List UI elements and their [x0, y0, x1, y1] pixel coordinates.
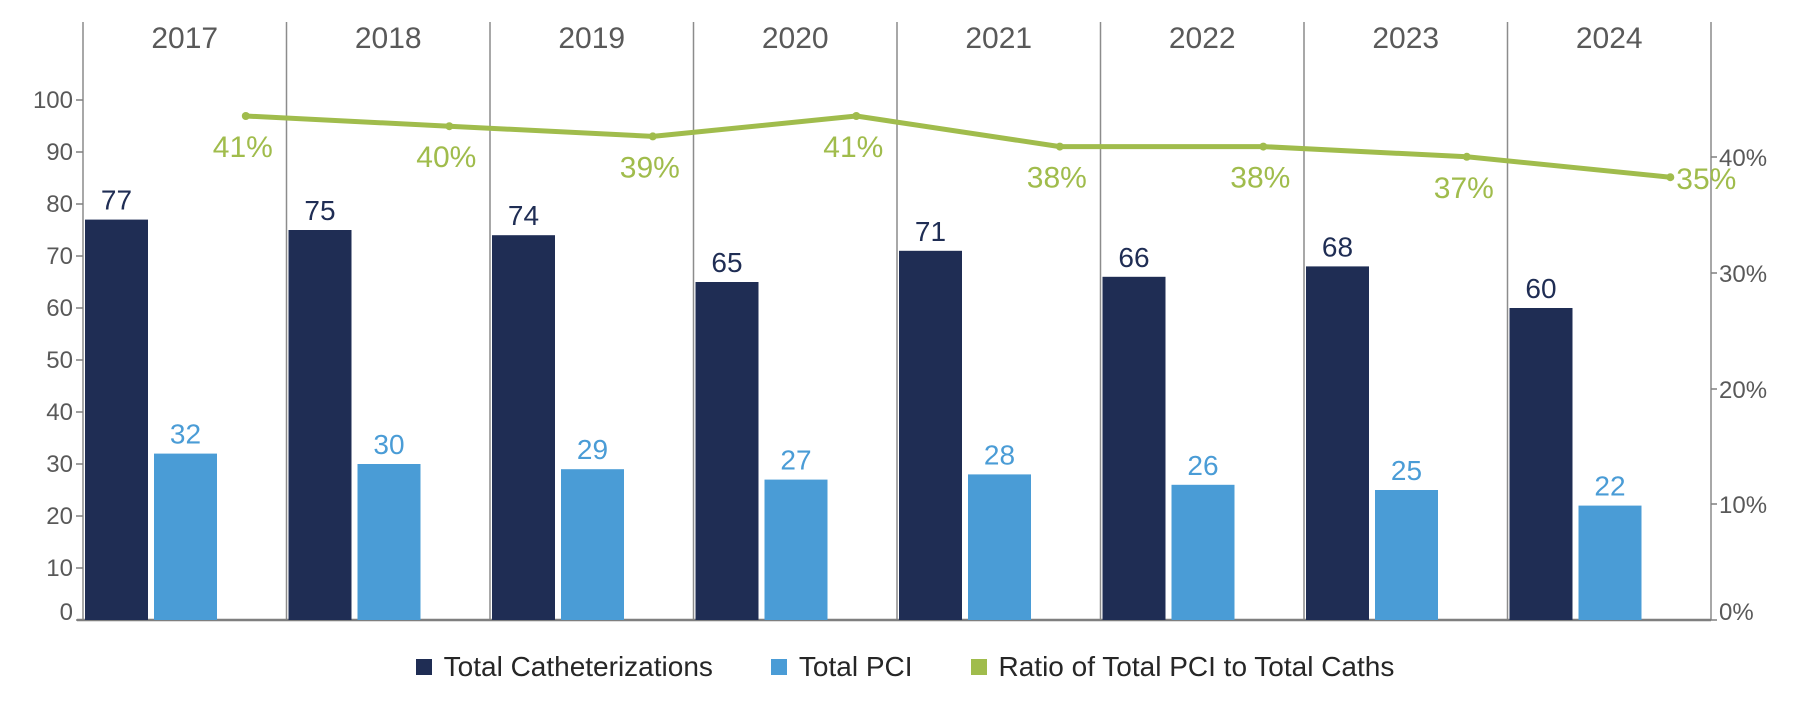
data-label-ratio: 41% [823, 131, 883, 164]
right-axis-tick-label: 10% [1719, 492, 1767, 519]
data-label-ratio: 38% [1230, 162, 1290, 195]
data-label-total-catheterizations: 68 [1322, 231, 1353, 262]
data-label-total-catheterizations: 74 [508, 200, 539, 231]
data-label-total-pci: 28 [984, 439, 1015, 470]
ratio-line [245, 113, 1671, 180]
data-label-total-catheterizations: 66 [1118, 242, 1149, 273]
bar-total-catheterizations [85, 219, 148, 620]
right-axis-tick-label: 30% [1719, 261, 1767, 288]
data-label-total-pci: 22 [1594, 471, 1625, 502]
ratio-point [1666, 173, 1675, 182]
data-label-ratio: 40% [416, 141, 476, 174]
chart-legend: Total Catheterizations Total PCI Ratio o… [0, 651, 1810, 683]
left-axis-tick-label: 20 [46, 503, 73, 530]
data-label-ratio: 37% [1434, 172, 1494, 205]
data-label-total-pci: 25 [1391, 455, 1422, 486]
bar-total-catheterizations [492, 235, 555, 620]
data-label-ratio: 41% [213, 131, 273, 164]
ratio-point [1259, 142, 1268, 151]
right-axis-tick-label: 20% [1719, 377, 1767, 404]
left-axis-tick-label: 70 [46, 243, 73, 270]
legend-label-ratio: Ratio of Total PCI to Total Caths [998, 651, 1395, 682]
data-label-total-catheterizations: 77 [101, 185, 132, 216]
bar-total-pci [764, 479, 828, 620]
legend-item-catheterizations: Total Catheterizations [415, 651, 713, 683]
ratio-point [445, 122, 454, 131]
bar-total-catheterizations [695, 282, 759, 620]
data-label-ratio: 35% [1676, 163, 1736, 196]
bar-total-pci [154, 453, 217, 620]
left-axis-tick-label: 10 [46, 555, 73, 582]
data-label-total-catheterizations: 60 [1525, 273, 1556, 304]
data-label-total-pci: 32 [170, 419, 201, 450]
category-label: 2017 [151, 22, 218, 55]
left-axis-tick-label: 100 [33, 87, 73, 114]
category-label: 2018 [355, 22, 422, 55]
right-axis-tick-label: 0% [1719, 599, 1754, 626]
bar-total-pci [561, 469, 624, 620]
category-label: 2022 [1169, 22, 1236, 55]
left-axis-tick-label: 50 [46, 347, 73, 374]
right-axis-tick-label: 40% [1719, 145, 1767, 172]
legend-item-ratio: Ratio of Total PCI to Total Caths [970, 651, 1395, 683]
ratio-point [241, 112, 250, 120]
data-label-total-pci: 26 [1187, 450, 1218, 481]
left-axis-tick-label: 90 [46, 139, 73, 166]
bar-total-pci [357, 464, 421, 620]
legend-swatch-ratio [970, 659, 987, 675]
legend-label-pci: Total PCI [798, 651, 913, 682]
ratio-point [1462, 152, 1471, 161]
bar-total-pci [1171, 484, 1235, 620]
category-label: 2023 [1372, 22, 1439, 55]
legend-item-pci: Total PCI [770, 651, 913, 683]
legend-swatch-catheterizations [415, 659, 432, 675]
category-label: 2020 [762, 22, 829, 55]
bar-total-pci [1375, 490, 1438, 620]
bar-total-catheterizations [1102, 276, 1166, 620]
bar-total-pci [1578, 505, 1642, 620]
bar-total-catheterizations [288, 230, 352, 620]
category-label: 2024 [1576, 22, 1643, 55]
legend-label-catheterizations: Total Catheterizations [443, 651, 713, 682]
left-axis-tick-label: 0 [60, 599, 73, 626]
data-label-ratio: 38% [1027, 162, 1087, 195]
ratio-point [1055, 142, 1064, 151]
ratio-point [852, 112, 861, 120]
data-label-total-pci: 27 [780, 445, 811, 476]
bar-total-catheterizations [1306, 266, 1369, 620]
bar-total-catheterizations [1509, 308, 1573, 620]
data-label-total-catheterizations: 65 [711, 247, 742, 278]
left-axis-tick-label: 30 [46, 451, 73, 478]
data-label-total-catheterizations: 71 [915, 216, 946, 247]
data-label-total-catheterizations: 75 [304, 195, 335, 226]
ratio-point [648, 132, 657, 141]
left-axis-tick-label: 40 [46, 399, 73, 426]
legend-swatch-pci [770, 659, 787, 675]
left-axis-tick-label: 60 [46, 295, 73, 322]
left-axis-tick-label: 80 [46, 191, 73, 218]
category-label: 2019 [558, 22, 625, 55]
category-label: 2021 [965, 22, 1032, 55]
data-label-ratio: 39% [620, 151, 680, 184]
bar-total-catheterizations [899, 250, 962, 621]
data-label-total-pci: 29 [577, 434, 608, 465]
bar-total-pci [968, 474, 1031, 620]
data-label-total-pci: 30 [373, 429, 404, 460]
